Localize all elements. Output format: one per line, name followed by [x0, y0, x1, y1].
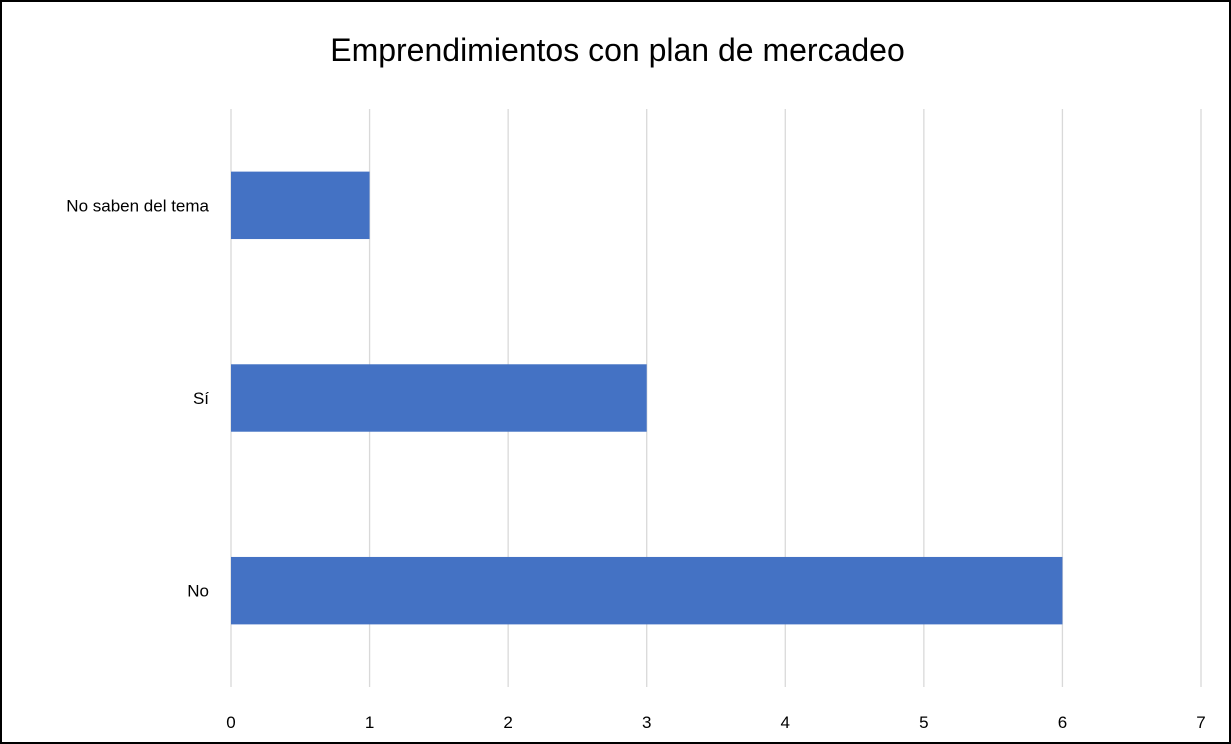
x-tick-label: 3 — [642, 713, 651, 732]
bar-0 — [231, 171, 370, 240]
chart-title: Emprendimientos con plan de mercadeo — [330, 32, 905, 68]
category-labels: No saben del tema Sí No — [66, 196, 209, 600]
category-label: No — [187, 582, 209, 601]
x-tick-label: 6 — [1058, 713, 1067, 732]
bar-1 — [231, 364, 647, 432]
category-label: Sí — [193, 389, 209, 408]
category-label: No saben del tema — [66, 196, 209, 215]
x-tick-label: 0 — [226, 713, 235, 732]
x-tick-label: 7 — [1196, 713, 1205, 732]
bar-2 — [231, 556, 1063, 625]
x-tick-label: 1 — [365, 713, 374, 732]
x-tick-label: 2 — [503, 713, 512, 732]
bars — [231, 171, 1063, 625]
x-tick-labels: 0 1 2 3 4 5 6 7 — [226, 713, 1205, 732]
x-tick-label: 4 — [781, 713, 790, 732]
x-tick-label: 5 — [919, 713, 928, 732]
